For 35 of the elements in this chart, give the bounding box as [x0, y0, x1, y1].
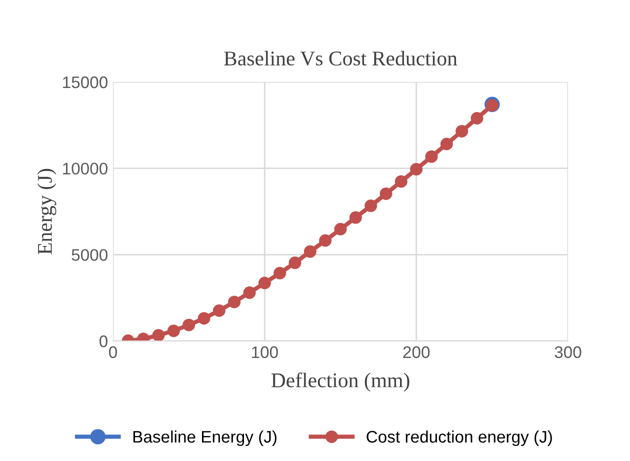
point [349, 211, 362, 224]
point [228, 296, 241, 308]
point [198, 312, 210, 325]
point [288, 256, 302, 270]
y-tick-label: 5000 [72, 249, 108, 261]
y-tick-label: 10000 [63, 162, 108, 175]
legend-label: Cost reduction energy (J) [366, 430, 552, 446]
point [456, 124, 468, 138]
point [319, 234, 332, 247]
point [212, 304, 226, 317]
point [182, 318, 196, 332]
y-tick-label: 0 [100, 335, 108, 348]
point [304, 245, 316, 258]
point [243, 286, 256, 299]
point [258, 276, 271, 290]
point [425, 150, 438, 163]
x-tick-label: 100 [252, 346, 278, 358]
point [152, 329, 165, 341]
y-tick-label: 15000 [63, 76, 108, 88]
point [364, 200, 378, 212]
x-tick-label: 0 [109, 346, 117, 358]
point [470, 112, 484, 125]
y-axis-title: Energy (J) [37, 168, 56, 254]
legend-label: Baseline Energy (J) [133, 430, 276, 446]
point [274, 266, 286, 280]
x-axis-title: Deflection (mm) [271, 372, 410, 392]
point [167, 324, 180, 338]
point [440, 138, 453, 150]
x-tick-label: 200 [403, 346, 430, 358]
chart-title: Baseline Vs Cost Reduction [224, 50, 458, 66]
point [334, 222, 347, 236]
point [394, 175, 408, 188]
x-tick-label: 300 [554, 346, 582, 358]
point [410, 162, 423, 176]
point [380, 187, 392, 200]
